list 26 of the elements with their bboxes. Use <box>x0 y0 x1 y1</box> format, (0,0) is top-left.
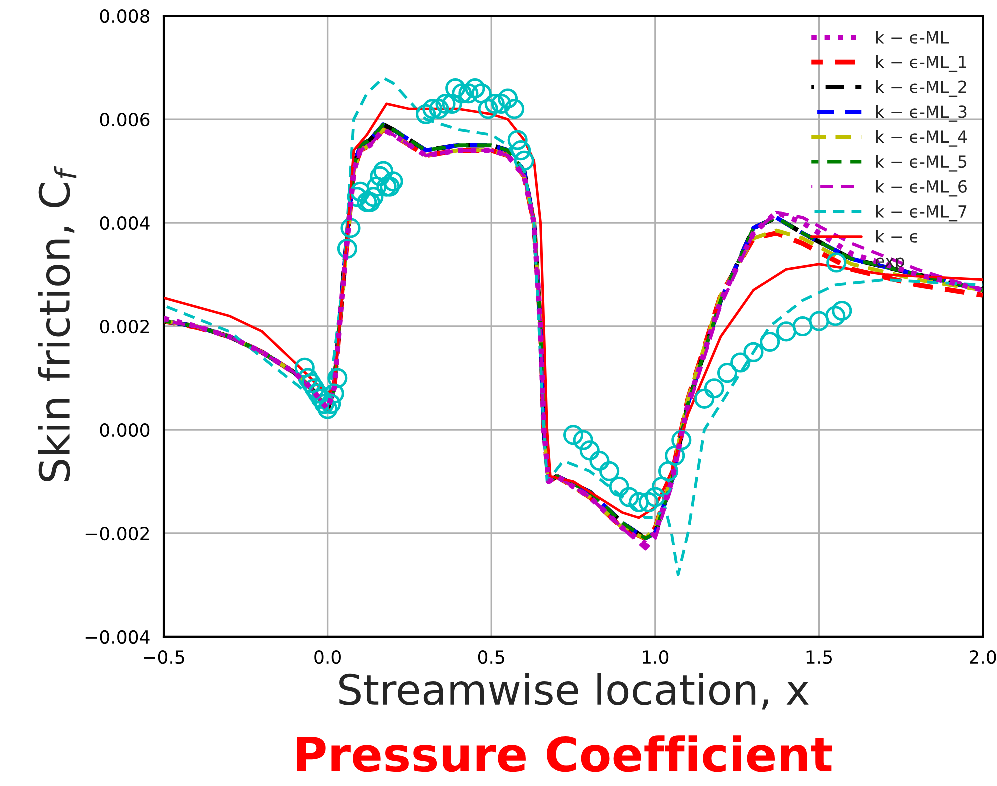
y-axis-title: Skin friction, C$_{f}$ <box>38 166 77 482</box>
y-tick-label: 0.008 <box>100 9 150 24</box>
y-tick-label: −0.004 <box>86 630 150 644</box>
legend-label: k − ϵ-ML_6 <box>876 180 967 197</box>
legend-label: k − ϵ <box>876 230 918 243</box>
y-tick-label: 0.002 <box>100 320 150 334</box>
legend-label: exp <box>876 258 904 271</box>
x-tick-label: 0.0 <box>314 650 341 664</box>
legend-label: k − ϵ-ML_7 <box>876 205 967 222</box>
legend-label: k − ϵ-ML <box>876 31 950 44</box>
x-tick-label: 0.5 <box>478 650 504 664</box>
text: Pressure Coefficient <box>297 736 832 772</box>
legend-label: k − ϵ-ML_4 <box>876 130 968 147</box>
y-tick-label: 0.006 <box>100 112 150 127</box>
legend-label: k − ϵ-ML_5 <box>876 155 967 172</box>
y-tick-label: 0.000 <box>100 423 150 438</box>
y-tick-label: 0.004 <box>100 216 150 230</box>
y-tick-label: −0.002 <box>86 526 149 541</box>
legend-label: k − ϵ-ML_3 <box>876 105 967 122</box>
x-axis-title: Streamwise location, x <box>340 673 809 710</box>
x-tick-label: 1.0 <box>643 650 669 664</box>
x-tick-label: 1.5 <box>806 650 832 664</box>
x-tick-label: −0.5 <box>144 650 184 664</box>
legend-label: k − ϵ-ML_2 <box>876 80 966 98</box>
x-tick-label: 2.0 <box>970 650 996 664</box>
legend-label: k − ϵ-ML_1 <box>876 56 967 72</box>
